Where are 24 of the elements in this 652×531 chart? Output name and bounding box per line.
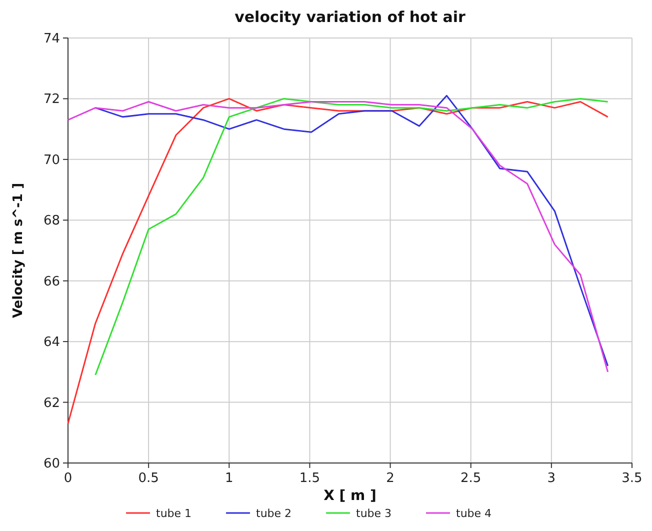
legend-label: tube 1 xyxy=(156,507,192,520)
x-tick-label: 1.5 xyxy=(299,471,320,486)
x-tick-label: 2.5 xyxy=(460,471,482,486)
x-tick-label: 2 xyxy=(386,471,394,486)
legend-label: tube 2 xyxy=(256,507,292,520)
x-tick-label: 1 xyxy=(225,471,234,486)
x-tick-label: 3.5 xyxy=(622,471,642,486)
y-tick-label: 64 xyxy=(43,335,60,350)
x-tick-label: 3 xyxy=(547,471,556,486)
y-tick-label: 68 xyxy=(43,214,60,229)
chart-title: velocity variation of hot air xyxy=(234,8,466,26)
y-tick-label: 70 xyxy=(43,152,60,168)
x-tick-label: 0 xyxy=(64,471,72,486)
y-tick-label: 72 xyxy=(43,92,60,108)
y-tick-label: 74 xyxy=(43,32,60,46)
line-series xyxy=(67,98,609,424)
y-tick-label: 62 xyxy=(43,396,60,411)
legend-label: tube 3 xyxy=(356,507,392,520)
x-axis-title: X [ m ] xyxy=(324,488,376,504)
y-tick-label: 60 xyxy=(43,456,60,472)
y-tick-label: 66 xyxy=(43,274,60,290)
x-tick-label: 0.5 xyxy=(138,471,159,486)
legend-label: tube 4 xyxy=(456,507,492,520)
y-axis-title: Velocity [ m s^-1 ] xyxy=(11,182,26,318)
